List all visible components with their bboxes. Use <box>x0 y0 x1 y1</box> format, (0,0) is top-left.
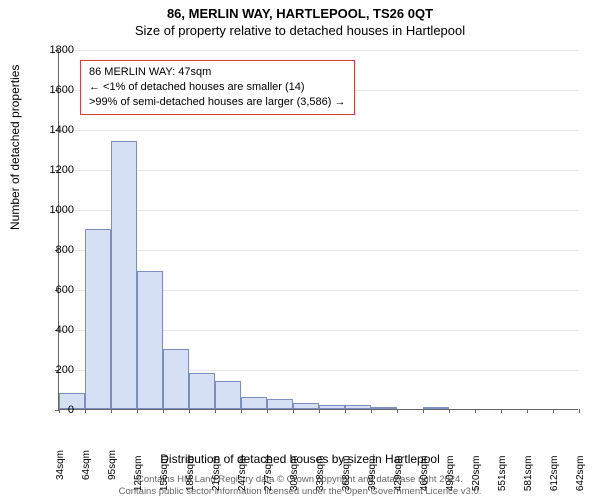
gridline <box>59 50 579 51</box>
histogram-bar <box>345 405 371 409</box>
page-subtitle: Size of property relative to detached ho… <box>0 21 600 38</box>
histogram-bar <box>163 349 189 409</box>
histogram-bar <box>267 399 293 409</box>
xtick-mark <box>241 409 242 413</box>
xtick-mark <box>163 409 164 413</box>
histogram-bar <box>241 397 267 409</box>
ytick-label: 400 <box>34 324 74 336</box>
gridline <box>59 170 579 171</box>
gridline <box>59 210 579 211</box>
xtick-mark <box>449 409 450 413</box>
xtick-mark <box>475 409 476 413</box>
xtick-mark <box>137 409 138 413</box>
annotation-line3: >99% of semi-detached houses are larger … <box>89 95 346 110</box>
y-axis-label: Number of detached properties <box>8 65 22 230</box>
xtick-mark <box>423 409 424 413</box>
xtick-mark <box>215 409 216 413</box>
xtick-mark <box>501 409 502 413</box>
ytick-label: 0 <box>34 404 74 416</box>
ytick-label: 1200 <box>34 164 74 176</box>
xtick-mark <box>85 409 86 413</box>
xtick-mark <box>345 409 346 413</box>
ytick-label: 800 <box>34 244 74 256</box>
histogram-bar <box>215 381 241 409</box>
histogram-bar <box>137 271 163 409</box>
page-title: 86, MERLIN WAY, HARTLEPOOL, TS26 0QT <box>0 0 600 21</box>
xtick-mark <box>293 409 294 413</box>
gridline <box>59 250 579 251</box>
chart-container: 86, MERLIN WAY, HARTLEPOOL, TS26 0QT Siz… <box>0 0 600 500</box>
xtick-mark <box>579 409 580 413</box>
histogram-bar <box>319 405 345 409</box>
ytick-label: 1600 <box>34 84 74 96</box>
xtick-mark <box>267 409 268 413</box>
histogram-bar <box>111 141 137 409</box>
ytick-label: 1400 <box>34 124 74 136</box>
xtick-mark <box>553 409 554 413</box>
xtick-mark <box>397 409 398 413</box>
xtick-mark <box>371 409 372 413</box>
xtick-mark <box>189 409 190 413</box>
histogram-bar <box>371 407 397 409</box>
annotation-line2: ← <1% of detached houses are smaller (14… <box>89 80 346 95</box>
xtick-mark <box>319 409 320 413</box>
ytick-label: 600 <box>34 284 74 296</box>
annotation-line1: 86 MERLIN WAY: 47sqm <box>89 65 346 80</box>
ytick-label: 200 <box>34 364 74 376</box>
histogram-bar <box>423 407 449 409</box>
ytick-label: 1000 <box>34 204 74 216</box>
histogram-bar <box>189 373 215 409</box>
histogram-bar <box>85 229 111 409</box>
xtick-mark <box>111 409 112 413</box>
histogram-bar <box>293 403 319 409</box>
xtick-mark <box>527 409 528 413</box>
ytick-label: 1800 <box>34 44 74 56</box>
annotation-box: 86 MERLIN WAY: 47sqm ← <1% of detached h… <box>80 60 355 115</box>
gridline <box>59 130 579 131</box>
footer-line2: Contains public sector information licen… <box>0 486 600 498</box>
